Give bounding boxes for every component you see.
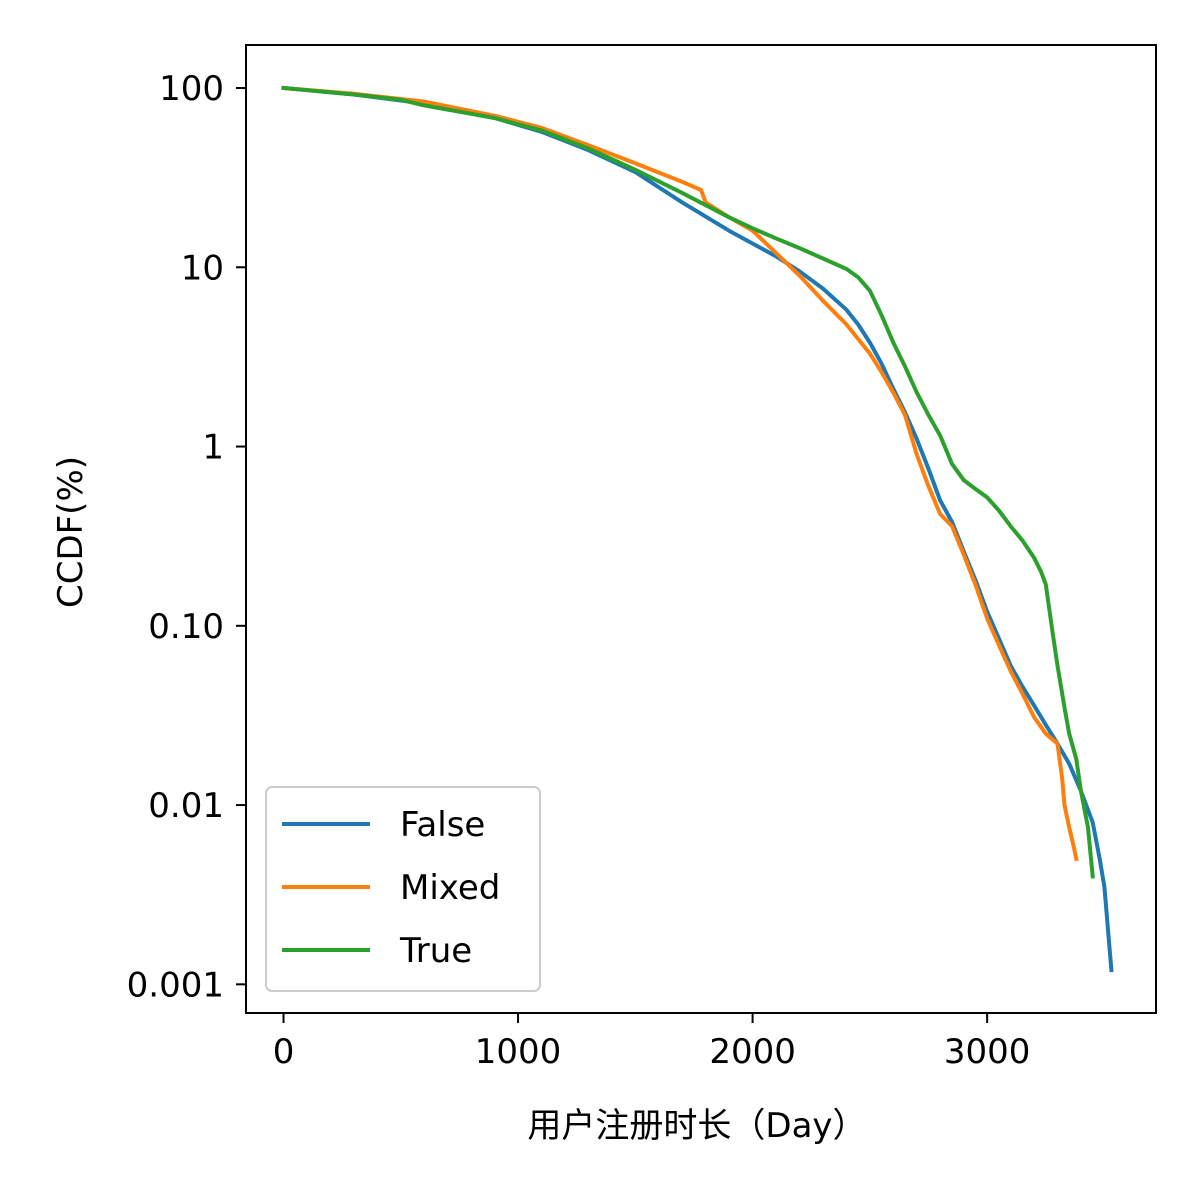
y-axis-label: CCDF(%): [51, 456, 91, 608]
series-line-true: [281, 85, 1095, 879]
legend-label-mixed: Mixed: [400, 868, 500, 908]
x-tick-label: 0: [273, 1032, 295, 1072]
legend-box: [265, 786, 541, 992]
y-tick-label: 1: [202, 428, 224, 468]
plot-layer: [281, 85, 1114, 973]
ticks-layer: 0 1000 2000 3000 100 10 1 0.10 0.01 0.001: [127, 69, 1031, 1072]
x-tick-label: 3000: [944, 1032, 1031, 1072]
series-line-false: [281, 85, 1114, 973]
legend-label-false: False: [400, 805, 485, 845]
x-tick-label: 2000: [709, 1032, 796, 1072]
y-tick-label: 0.01: [148, 786, 224, 826]
series-line-mixed: [281, 85, 1079, 862]
legend-label-true: True: [399, 931, 472, 971]
legend-entries: False Mixed True: [282, 805, 500, 971]
x-tick-label: 1000: [475, 1032, 562, 1072]
y-tick-label: 10: [181, 248, 224, 288]
legend: False Mixed True: [265, 786, 541, 992]
y-tick-label: 0.10: [148, 607, 224, 647]
y-tick-label: 0.001: [127, 965, 224, 1005]
x-axis-label: 用户注册时长（Day）: [527, 1106, 866, 1146]
y-tick-label: 100: [159, 69, 224, 109]
plot-frame: [245, 44, 1157, 1014]
